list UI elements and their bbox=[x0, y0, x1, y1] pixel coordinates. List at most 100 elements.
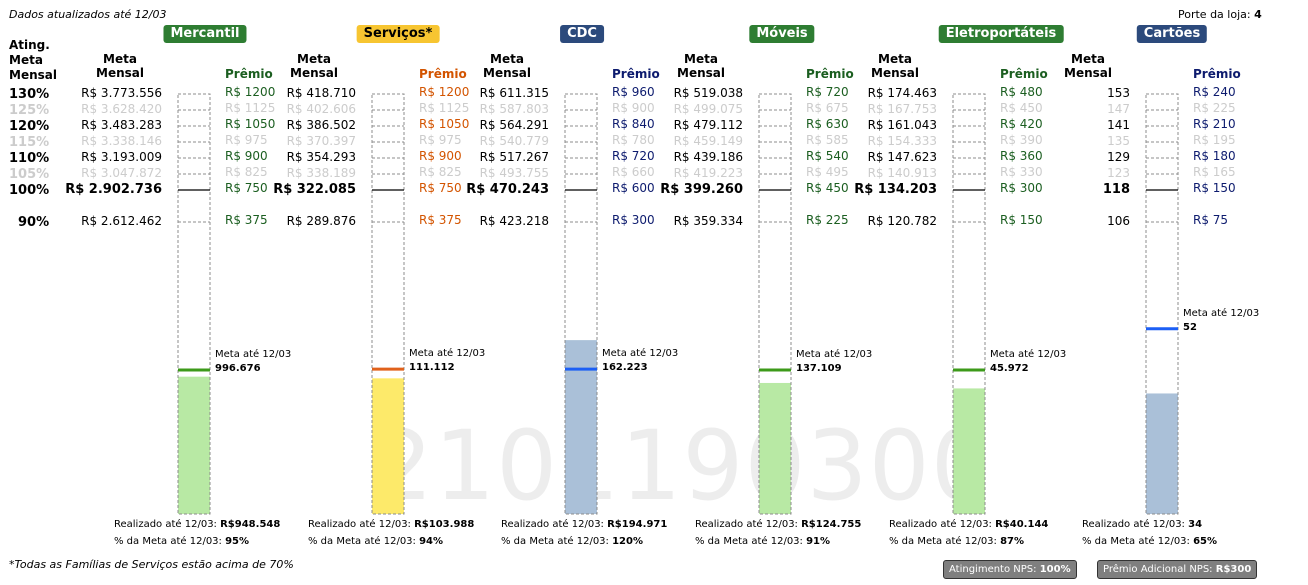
meta-value: 141 bbox=[1107, 118, 1130, 132]
meta-value: R$ 359.334 bbox=[673, 214, 743, 228]
meta-ate-title: Meta até 12/03 bbox=[409, 348, 486, 360]
premio-value: R$ 660 bbox=[612, 165, 655, 179]
realizado-value: R$194.971 bbox=[607, 519, 668, 530]
realizado-text: Realizado até 12/03: R$124.755 bbox=[695, 519, 861, 530]
meta-value: R$ 3.628.420 bbox=[81, 102, 162, 116]
premio-value: R$ 1125 bbox=[225, 101, 276, 115]
meta-header-line: Meta bbox=[878, 52, 912, 66]
premio-value: R$ 150 bbox=[1193, 181, 1236, 195]
premio-value: R$ 210 bbox=[1193, 117, 1236, 131]
premio-value: R$ 600 bbox=[612, 181, 655, 195]
meta-value: R$ 3.193.009 bbox=[81, 150, 162, 164]
meta-ate-value: 45.972 bbox=[990, 362, 1029, 374]
realizado-label: Realizado até 12/03: bbox=[308, 519, 415, 530]
nps-premio-badge: Prêmio Adicional NPS: R$300 bbox=[1097, 560, 1258, 579]
premio-value: R$ 825 bbox=[225, 165, 268, 179]
realizado-text: Realizado até 12/03: R$194.971 bbox=[501, 519, 667, 530]
meta-value: R$ 402.606 bbox=[286, 102, 356, 116]
pct-value: 94% bbox=[419, 536, 444, 547]
realizado-text: Realizado até 12/03: R$103.988 bbox=[308, 519, 474, 530]
level-label: 90% bbox=[18, 215, 50, 230]
pct-value: 120% bbox=[612, 536, 643, 547]
meta-mensal-header: Meta Mensal bbox=[677, 52, 725, 80]
meta-header-line: Mensal bbox=[871, 66, 919, 80]
premio-value: R$ 195 bbox=[1193, 133, 1236, 147]
premio-header: Prêmio bbox=[806, 67, 854, 81]
premio-value: R$ 720 bbox=[806, 85, 849, 99]
meta-mensal-header: Meta Mensal bbox=[871, 52, 919, 80]
meta-header-line: Mensal bbox=[290, 66, 338, 80]
realizado-value: R$124.755 bbox=[801, 519, 862, 530]
premio-value: R$ 480 bbox=[1000, 85, 1043, 99]
realizado-bar bbox=[372, 378, 404, 514]
meta-value: R$ 174.463 bbox=[867, 86, 937, 100]
meta-ate-label: Meta até 12/03 52 bbox=[1183, 307, 1259, 335]
meta-ate-title: Meta até 12/03 bbox=[796, 348, 873, 360]
meta-ate-title: Meta até 12/03 bbox=[1183, 307, 1260, 319]
realizado-value: R$948.548 bbox=[220, 519, 281, 530]
realizado-bar bbox=[759, 382, 791, 514]
meta-ate-value: 162.223 bbox=[602, 362, 648, 374]
store-size: Porte da loja: 4 bbox=[1178, 8, 1262, 21]
meta-value: 123 bbox=[1107, 166, 1130, 180]
meta-value: R$ 517.267 bbox=[479, 150, 549, 164]
meta-value: R$ 587.803 bbox=[479, 102, 549, 116]
store-size-label: Porte da loja: bbox=[1178, 8, 1251, 21]
meta-value: R$ 423.218 bbox=[479, 214, 549, 228]
premio-value: R$ 240 bbox=[1193, 85, 1236, 99]
meta-value: 118 bbox=[1102, 182, 1130, 197]
pct-value: 95% bbox=[225, 536, 250, 547]
category-label: Mercantil bbox=[163, 25, 247, 43]
meta-value: R$ 2.902.736 bbox=[65, 182, 162, 197]
pct-value: 65% bbox=[1193, 536, 1218, 547]
pct-label: % da Meta até 12/03: bbox=[889, 536, 1001, 547]
meta-ate-value: 137.109 bbox=[796, 362, 842, 374]
meta-value: R$ 564.291 bbox=[479, 118, 549, 132]
pct-meta-text: % da Meta até 12/03: 87% bbox=[889, 536, 1024, 547]
meta-ate-label: Meta até 12/03 162.223 bbox=[602, 347, 678, 375]
meta-value: R$ 3.047.872 bbox=[81, 166, 162, 180]
realizado-bar bbox=[178, 376, 210, 514]
meta-value: R$ 354.293 bbox=[286, 150, 356, 164]
meta-value: R$ 154.333 bbox=[867, 134, 937, 148]
meta-header-line: Mensal bbox=[96, 66, 144, 80]
realizado-value: R$40.144 bbox=[995, 519, 1049, 530]
level-label: 115% bbox=[9, 135, 50, 150]
pct-meta-text: % da Meta até 12/03: 65% bbox=[1082, 536, 1217, 547]
nps-premio-value: R$300 bbox=[1215, 564, 1252, 575]
meta-mensal-header: Meta Mensal bbox=[483, 52, 531, 80]
meta-value: R$ 439.186 bbox=[673, 150, 743, 164]
meta-value: R$ 419.223 bbox=[673, 166, 743, 180]
meta-value: R$ 120.782 bbox=[867, 214, 937, 228]
realizado-value: R$103.988 bbox=[414, 519, 475, 530]
meta-value: 129 bbox=[1107, 150, 1130, 164]
realizado-text: Realizado até 12/03: R$948.548 bbox=[114, 519, 280, 530]
premio-value: R$ 780 bbox=[612, 133, 655, 147]
premio-value: R$ 900 bbox=[225, 149, 268, 163]
meta-value: R$ 499.075 bbox=[673, 102, 743, 116]
meta-value: R$ 167.753 bbox=[867, 102, 937, 116]
level-label: 100% bbox=[9, 183, 50, 198]
premio-value: R$ 330 bbox=[1000, 165, 1043, 179]
realizado-bar bbox=[565, 340, 597, 514]
realizado-label: Realizado até 12/03: bbox=[889, 519, 996, 530]
pct-value: 91% bbox=[806, 536, 831, 547]
premio-value: R$ 75 bbox=[1193, 213, 1229, 227]
meta-mensal-header: Meta Mensal bbox=[96, 52, 144, 80]
watermark: 2101190300 bbox=[372, 410, 993, 522]
meta-value: R$ 2.612.462 bbox=[81, 214, 162, 228]
pct-meta-text: % da Meta até 12/03: 95% bbox=[114, 536, 249, 547]
premio-value: R$ 975 bbox=[225, 133, 268, 147]
meta-value: R$ 161.043 bbox=[867, 118, 937, 132]
premio-value: R$ 750 bbox=[419, 181, 462, 195]
meta-ate-value: 996.676 bbox=[215, 362, 261, 374]
premio-value: R$ 960 bbox=[612, 85, 655, 99]
category-label: Serviços* bbox=[356, 25, 440, 43]
premio-value: R$ 300 bbox=[612, 213, 655, 227]
nps-premio-label: Prêmio Adicional NPS: bbox=[1103, 564, 1213, 575]
meta-header-line: Meta bbox=[297, 52, 331, 66]
meta-value: R$ 519.038 bbox=[673, 86, 743, 100]
realizado-label: Realizado até 12/03: bbox=[695, 519, 802, 530]
meta-mensal-header: Meta Mensal bbox=[1064, 52, 1112, 80]
